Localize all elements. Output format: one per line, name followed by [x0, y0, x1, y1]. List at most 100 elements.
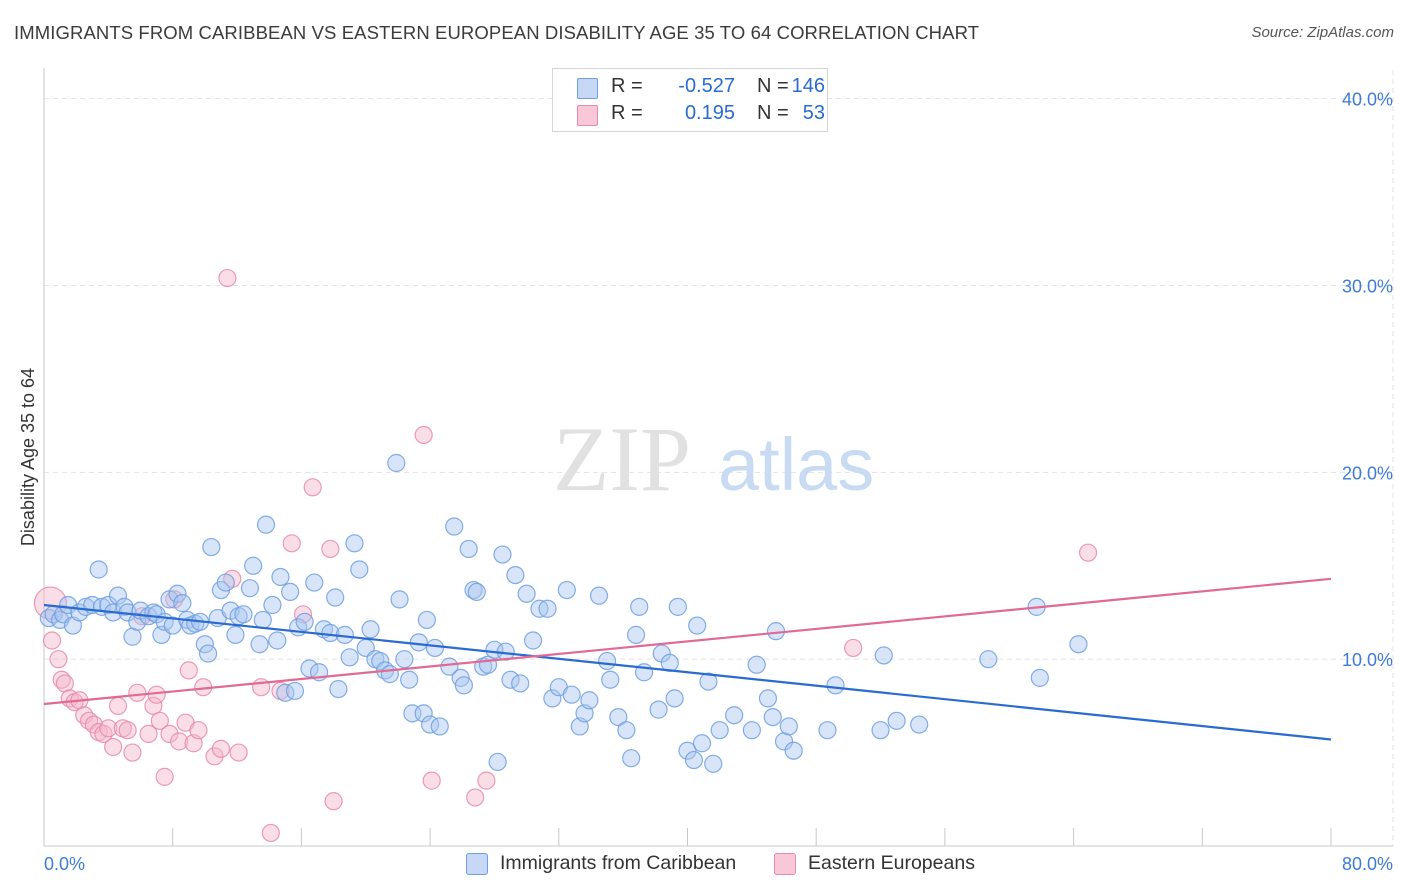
pink-data-point [144, 696, 163, 715]
blue-data-point [725, 706, 744, 725]
legend-n-value: 146 [791, 75, 825, 97]
x-tick-label: 0.0% [44, 854, 85, 874]
legend-r-value: -0.527 [678, 75, 735, 97]
legend-n-value: 53 [802, 102, 825, 124]
blue-data-point [688, 616, 707, 635]
watermark: ZIP atlas [553, 408, 874, 510]
blue-data-point [340, 648, 359, 667]
pink-data-point [75, 706, 94, 725]
blue-data-point [216, 573, 235, 592]
blue-data-point [763, 707, 782, 727]
pink-data-point [844, 638, 863, 658]
bottom-legend-label: Immigrants from Caribbean [500, 852, 737, 874]
blue-data-point [467, 582, 486, 602]
blue-data-point [485, 640, 504, 659]
blue-data-point [459, 539, 478, 559]
bottom-legend-swatch-blue [466, 853, 488, 875]
pink-data-point [118, 721, 137, 740]
legend-r-label: R = [611, 75, 643, 97]
blue-data-point [295, 612, 314, 631]
blue-data-point [678, 741, 697, 760]
y-axis-label: Disability Age 35 to 64 [18, 368, 38, 546]
blue-data-point [506, 565, 525, 585]
legend-n-label: N = [757, 75, 789, 97]
blue-data-point [234, 605, 253, 624]
blue-data-point [425, 638, 445, 658]
caribbean-trendline [43, 603, 1332, 741]
pink-data-point [139, 724, 158, 744]
blue-data-point [887, 711, 906, 730]
pink-data-point [104, 737, 123, 757]
blue-data-point [668, 597, 687, 616]
blue-data-point [562, 685, 581, 704]
legend: R = -0.527 N = 146 R = 0.195 N = 53 [552, 68, 828, 132]
legend-swatch-blue [577, 78, 598, 99]
pink-data-point [179, 661, 198, 680]
blue-data-point [704, 754, 723, 773]
pink-data-point [282, 534, 301, 553]
blue-data-point [511, 674, 530, 693]
pink-data-point [211, 739, 231, 758]
blue-data-point [440, 657, 459, 676]
blue-data-point [692, 734, 712, 753]
blue-data-point [256, 515, 276, 534]
pink-data-point [94, 724, 113, 744]
blue-data-point [779, 717, 798, 736]
blue-data-point [268, 631, 287, 650]
blue-data-point [910, 715, 929, 734]
blue-data-point [630, 597, 649, 616]
bottom-legend-swatch-pink [774, 853, 796, 875]
y-tick-label: 30.0% [1342, 277, 1393, 297]
blue-data-point [758, 689, 778, 708]
blue-data-point [89, 560, 108, 579]
blue-data-point [649, 700, 668, 719]
blue-data-point [747, 655, 766, 674]
blue-data-point [597, 651, 617, 671]
pink-data-point [218, 268, 237, 288]
pink-data-point [108, 696, 128, 715]
blue-data-point [665, 689, 684, 708]
blue-data-point [244, 556, 263, 575]
eastern-europeans-trendline [43, 577, 1332, 706]
chart-source: Source: ZipAtlas.com [1251, 24, 1394, 41]
blue-data-point [305, 573, 324, 592]
blue-data-point [493, 545, 512, 564]
pink-data-point [422, 771, 441, 790]
pink-data-point [128, 683, 147, 702]
blue-data-point [454, 676, 473, 695]
legend-swatch-pink [577, 105, 598, 126]
blue-data-point [76, 597, 95, 616]
pink-data-point [170, 732, 189, 751]
blue-data-point [699, 672, 718, 691]
blue-data-point [329, 679, 348, 699]
blue-data-point [445, 517, 464, 536]
blue-data-point [1030, 668, 1049, 687]
blue-data-point [601, 670, 620, 689]
blue-data-point [108, 586, 128, 605]
blue-data-point [400, 670, 419, 689]
bottom-legend-label: Eastern Europeans [808, 852, 975, 874]
blue-data-point [198, 644, 218, 663]
blue-data-point [345, 534, 364, 553]
y-tick-label: 20.0% [1342, 463, 1393, 483]
pink-data-point [321, 539, 340, 559]
blue-data-point [874, 646, 893, 665]
pink-data-point [477, 771, 496, 790]
blue-data-point [430, 717, 449, 736]
blue-data-point [202, 537, 221, 557]
axes [43, 68, 1393, 847]
pink-data-point [414, 425, 433, 445]
blue-data-point [538, 599, 557, 618]
blue-data-point [361, 620, 380, 639]
blue-data-point [281, 582, 300, 602]
pink-data-point [160, 724, 179, 744]
blue-data-point [1069, 635, 1088, 654]
pink-data-point [49, 650, 68, 669]
blue-data-point [871, 721, 890, 740]
legend-r-label: R = [611, 102, 643, 124]
blue-data-point [609, 707, 628, 727]
blue-data-point [523, 631, 543, 650]
pink-data-point [1078, 543, 1098, 562]
pink-data-point [42, 631, 62, 650]
